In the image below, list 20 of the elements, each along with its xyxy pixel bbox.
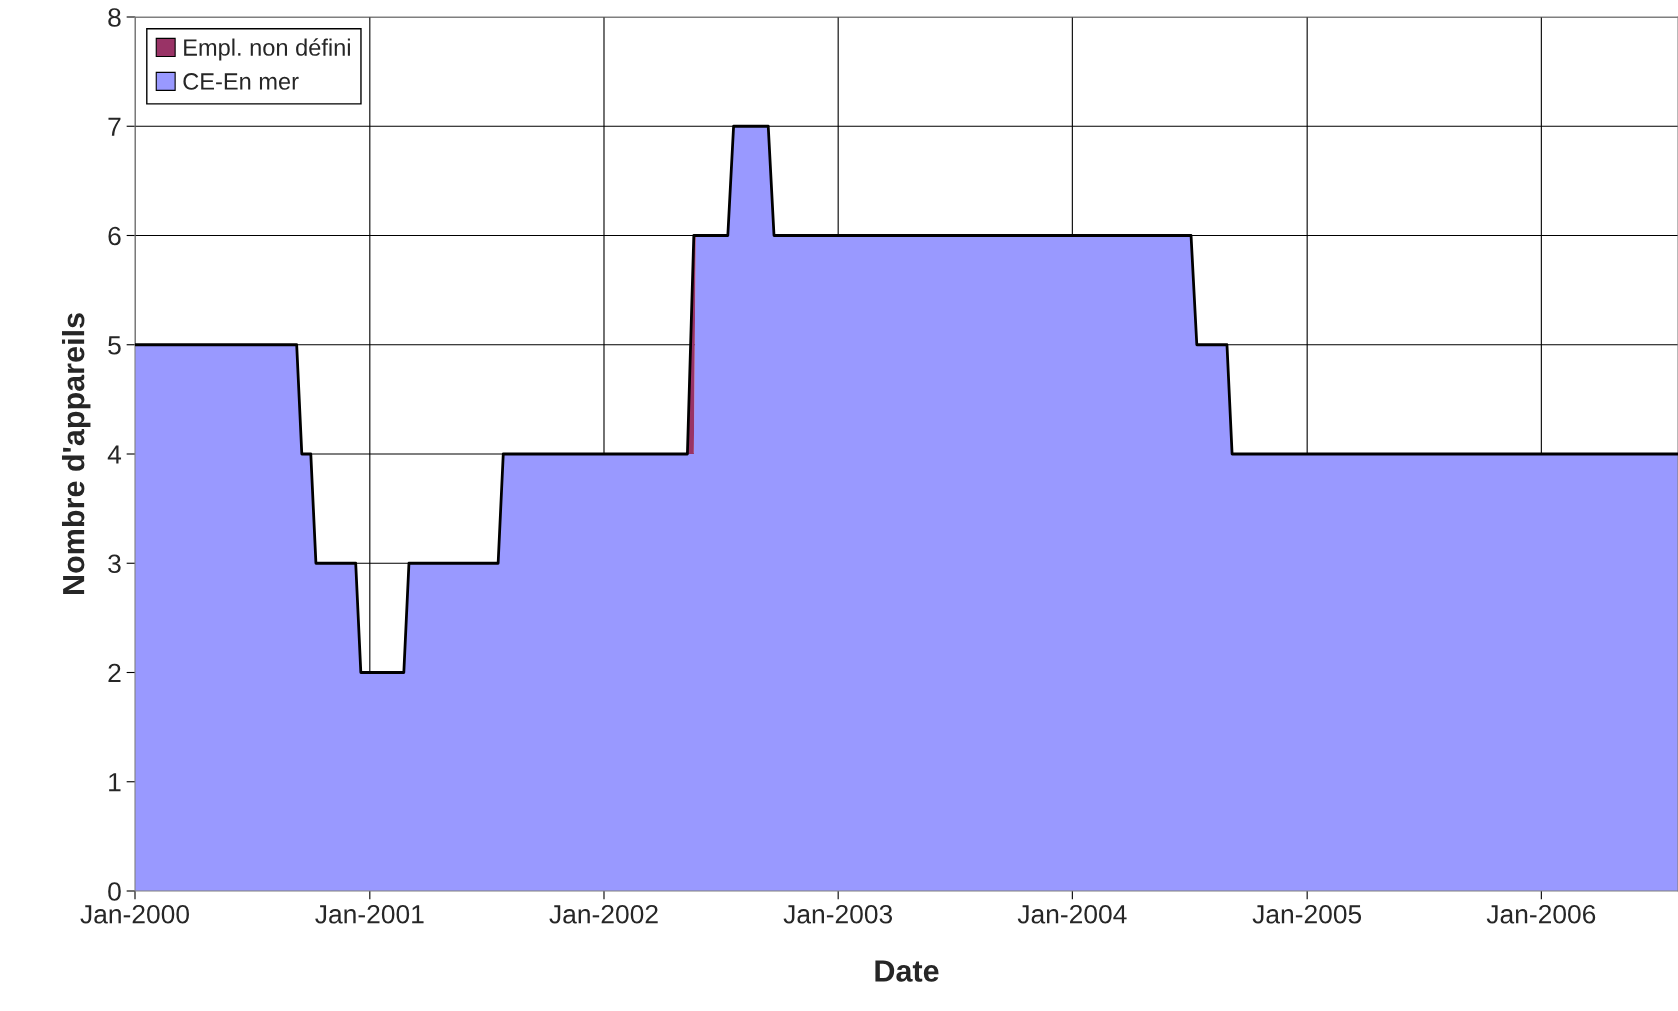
y-tick-label: 0 [108,882,121,901]
y-tick-label: 6 [108,226,121,246]
y-axis-title: Nombre d'appareils [61,313,91,594]
legend-label: CE-En mer [183,73,299,90]
y-tick-label: 3 [108,554,121,574]
y-tick-label: 4 [107,445,122,464]
y-tick-label: 2 [108,663,121,683]
x-tick-label: Jan-2006 [1486,904,1596,924]
x-tick-label: Jan-2003 [783,904,893,924]
y-tick-label: 1 [109,773,121,792]
y-tick-label: 7 [108,117,121,136]
y-tick-label: 8 [108,8,121,27]
x-tick-label: Jan-2005 [1252,904,1362,924]
x-tick-label: Jan-2001 [315,904,424,924]
x-tick-label: Jan-2000 [80,904,189,924]
y-tick-label: 5 [108,336,121,355]
x-axis-title: Date [875,960,939,982]
x-tick-label: Jan-2004 [1017,904,1127,924]
x-tick-label: Jan-2002 [549,904,658,924]
legend-label: Empl. non défini [184,38,350,61]
